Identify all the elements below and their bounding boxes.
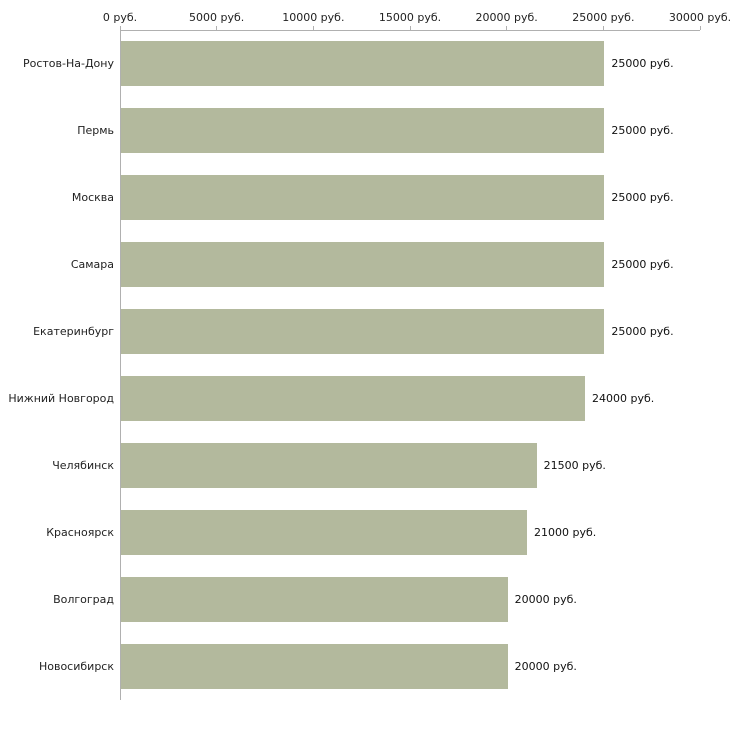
bar	[121, 644, 508, 689]
x-tick	[312, 26, 314, 30]
bar-row: Красноярск 21000 руб.	[0, 499, 730, 566]
category-label: Пермь	[77, 124, 114, 137]
x-tick-label: 30000 руб.	[668, 11, 730, 24]
category-label: Красноярск	[46, 526, 114, 539]
value-label: 24000 руб.	[592, 392, 655, 405]
bar	[121, 242, 605, 287]
value-label: 20000 руб.	[514, 593, 577, 606]
bar	[121, 41, 605, 86]
bar	[121, 309, 605, 354]
value-label: 20000 руб.	[514, 660, 577, 673]
bar	[121, 577, 508, 622]
x-tick-label: 20000 руб.	[475, 11, 538, 24]
value-label: 21000 руб.	[534, 526, 597, 539]
value-label: 21500 руб.	[543, 459, 606, 472]
category-label: Нижний Новгород	[8, 392, 114, 405]
x-tick-label: 0 руб.	[102, 11, 138, 24]
category-label: Самара	[70, 258, 114, 271]
x-tick	[506, 26, 508, 30]
x-tick-label: 5000 руб.	[189, 11, 245, 24]
x-tick-label: 15000 руб.	[378, 11, 442, 24]
category-label: Волгоград	[53, 593, 114, 606]
category-label: Ростов-На-Дону	[22, 57, 114, 70]
value-label: 25000 руб.	[611, 258, 674, 271]
x-tick	[409, 26, 411, 30]
bar-row: Челябинск 21500 руб.	[0, 432, 730, 499]
bar-row: Пермь 25000 руб.	[0, 97, 730, 164]
x-axis-line	[120, 30, 700, 31]
category-label: Екатеринбург	[33, 325, 114, 338]
x-tick-label: 10000 руб.	[282, 11, 345, 24]
category-label: Новосибирск	[38, 660, 114, 673]
y-axis-line	[120, 30, 121, 700]
category-label: Челябинск	[52, 459, 114, 472]
bar-row: Новосибирск 20000 руб.	[0, 633, 730, 700]
value-label: 25000 руб.	[611, 325, 674, 338]
x-tick	[216, 26, 218, 30]
bar-row: Нижний Новгород 24000 руб.	[0, 365, 730, 432]
category-label: Москва	[71, 191, 114, 204]
bar	[121, 175, 605, 220]
bar-row: Самара 25000 руб.	[0, 231, 730, 298]
bar	[121, 376, 585, 421]
bar	[121, 510, 527, 555]
x-tick-label: 25000 руб.	[572, 11, 635, 24]
value-label: 25000 руб.	[611, 191, 674, 204]
bar	[121, 108, 605, 153]
x-tick	[119, 26, 121, 30]
bar-row: Екатеринбург 25000 руб.	[0, 298, 730, 365]
bar-row: Москва 25000 руб.	[0, 164, 730, 231]
value-label: 25000 руб.	[611, 57, 674, 70]
x-tick	[602, 26, 604, 30]
bar-row: Ростов-На-Дону 25000 руб.	[0, 30, 730, 97]
bar-row: Волгоград 20000 руб.	[0, 566, 730, 633]
x-tick	[699, 26, 701, 30]
value-label: 25000 руб.	[611, 124, 674, 137]
bar	[121, 443, 537, 488]
